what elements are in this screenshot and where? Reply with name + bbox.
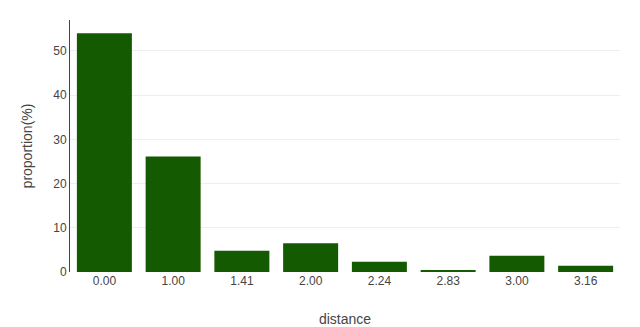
svg-text:20: 20 [53, 177, 67, 191]
svg-text:50: 50 [53, 44, 67, 58]
svg-text:2.00: 2.00 [299, 274, 323, 288]
svg-text:1.00: 1.00 [161, 274, 185, 288]
svg-text:10: 10 [53, 221, 67, 235]
svg-text:1.41: 1.41 [230, 274, 254, 288]
svg-text:3.00: 3.00 [505, 274, 529, 288]
svg-text:2.83: 2.83 [436, 274, 460, 288]
svg-text:0: 0 [60, 265, 67, 279]
svg-text:3.16: 3.16 [574, 274, 598, 288]
svg-text:proportion(%): proportion(%) [19, 104, 35, 189]
svg-text:30: 30 [53, 133, 67, 147]
svg-text:0.00: 0.00 [93, 274, 117, 288]
svg-text:40: 40 [53, 88, 67, 102]
svg-text:distance: distance [319, 311, 371, 327]
svg-text:2.24: 2.24 [368, 274, 392, 288]
